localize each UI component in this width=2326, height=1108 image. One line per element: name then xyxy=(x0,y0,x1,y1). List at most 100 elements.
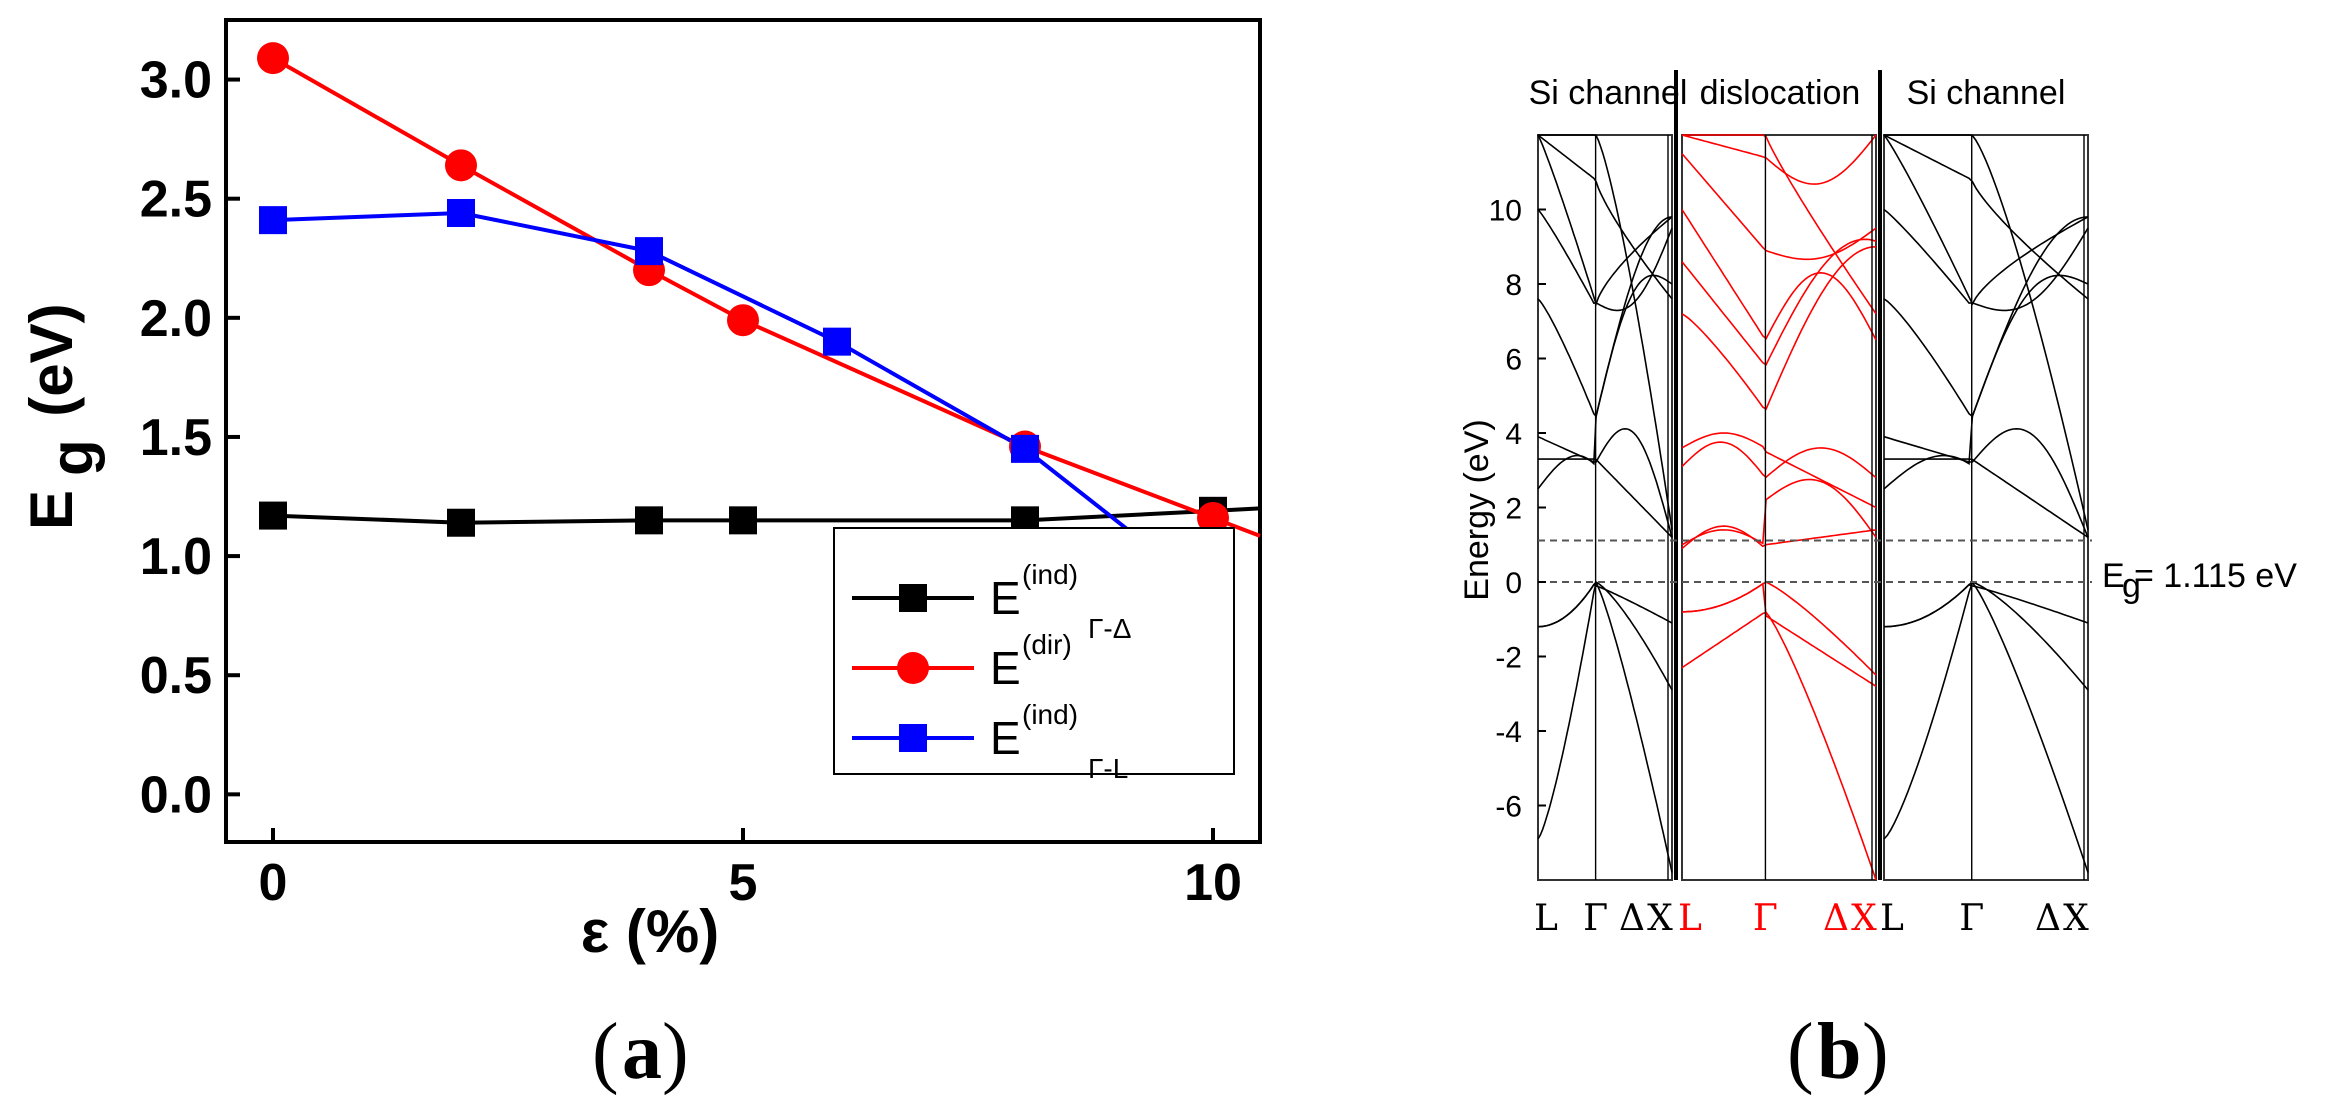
band-line xyxy=(1883,208,2089,312)
series-line xyxy=(272,56,1261,538)
caption-a: ( a ) xyxy=(592,1008,689,1096)
band-line xyxy=(1883,583,2089,628)
y-axis-title-main: E xyxy=(18,490,85,530)
band-line xyxy=(1537,208,1673,312)
k-point-label: L xyxy=(1880,898,1904,939)
band-line xyxy=(1538,458,1673,538)
y-tick-label: 2 xyxy=(1505,493,1522,526)
band-line xyxy=(1883,427,2089,538)
data-point xyxy=(1197,501,1229,534)
band-line xyxy=(1681,134,1877,185)
band-panel: Si channel L Γ Δ X xyxy=(1880,74,2089,939)
chart-a: 0.0 0.5 1.0 1.5 2.0 2.5 3.0 0 5 10 ε (%) E g (eV… xyxy=(18,18,1262,965)
legend-marker xyxy=(897,652,929,684)
k-point-label: Γ xyxy=(1959,898,1984,939)
svg-text:(: ( xyxy=(1787,1008,1814,1096)
band-line xyxy=(1681,478,1877,546)
caption-a-letter: a xyxy=(622,1008,662,1096)
band-line xyxy=(1537,134,1673,307)
k-point-label: Γ xyxy=(1753,898,1778,939)
x-tick-label: 5 xyxy=(729,854,758,912)
y-tick-label: 0 xyxy=(1505,567,1522,600)
svg-text:): ) xyxy=(1862,1008,1889,1096)
series-lines-a xyxy=(272,56,1261,599)
band-line xyxy=(1537,427,1673,538)
y-tick-label: -6 xyxy=(1495,791,1522,824)
band-line xyxy=(1681,153,1877,261)
band-line xyxy=(1883,134,2089,300)
band-line xyxy=(1538,134,1673,531)
y-tick-label: 10 xyxy=(1489,195,1522,228)
y-tick-label: -4 xyxy=(1495,716,1522,749)
y-axis-title-a: E g (eV) xyxy=(18,303,105,530)
x-tick-label: 10 xyxy=(1184,854,1242,912)
k-point-label: L xyxy=(1678,898,1702,939)
panel-frame xyxy=(1883,134,2089,881)
y-axis-title-sub: g xyxy=(38,439,105,476)
k-point-label: L xyxy=(1534,898,1558,939)
band-line xyxy=(1537,583,1673,628)
k-point-label: X xyxy=(1851,898,1877,939)
band-line xyxy=(1681,209,1877,341)
eg-annotation-main: E xyxy=(2102,557,2125,595)
caption-b: ( b ) xyxy=(1787,1008,1889,1096)
band-line xyxy=(1884,458,2089,538)
band-line xyxy=(1537,581,1673,691)
band-line xyxy=(1537,216,1673,418)
panel-title: dislocation xyxy=(1700,74,1861,112)
y-axis-title-b: Energy (eV) xyxy=(1458,419,1496,600)
y-tick-label: 2.0 xyxy=(140,290,212,348)
y-tick-label: -2 xyxy=(1495,642,1522,675)
svg-text:(: ( xyxy=(592,1008,619,1096)
data-point xyxy=(1011,434,1039,463)
band-line xyxy=(1883,580,2089,873)
legend-label-sup: (ind) xyxy=(1022,699,1078,730)
k-point-label: X xyxy=(2063,898,2089,939)
y-tick-label: 1.0 xyxy=(140,528,212,586)
legend-marker xyxy=(899,724,927,752)
data-point xyxy=(635,237,663,266)
legend-label-sub: Γ-Δ xyxy=(1088,613,1131,644)
k-point-label: X xyxy=(1647,898,1673,939)
data-point xyxy=(447,508,475,537)
band-line xyxy=(1883,581,2089,691)
eg-annotation-text: = 1.115 eV xyxy=(2134,557,2297,595)
band-line xyxy=(1681,441,1877,479)
legend-label-sub: Γ-L xyxy=(1088,753,1128,784)
band-line xyxy=(1884,134,2089,531)
legend-label: E xyxy=(990,572,1021,624)
series-line xyxy=(272,210,1215,599)
data-point xyxy=(727,304,759,337)
y-tick-label: 0.5 xyxy=(140,647,212,705)
panel-frame xyxy=(1681,134,1877,881)
legend-label: E xyxy=(990,712,1021,764)
data-point xyxy=(259,206,287,235)
band-line xyxy=(1682,581,1877,676)
series-markers-a xyxy=(257,42,1229,611)
band-line xyxy=(1681,238,1877,366)
panel-frame xyxy=(1537,134,1673,881)
x-axis-a: 0 5 10 xyxy=(259,828,1242,912)
data-point xyxy=(257,42,289,75)
y-tick-label: 1.5 xyxy=(140,409,212,467)
band-line xyxy=(1681,525,1877,550)
k-point-label: Δ xyxy=(2035,898,2061,939)
band-line xyxy=(1883,216,2089,418)
k-point-label: Δ xyxy=(1823,898,1849,939)
panel-title: Si channel xyxy=(1907,74,2066,112)
y-tick-label: 0.0 xyxy=(140,766,212,824)
band-line xyxy=(1682,134,1877,315)
svg-text:): ) xyxy=(662,1008,689,1096)
legend-marker xyxy=(899,584,927,612)
data-point xyxy=(445,149,477,182)
band-line xyxy=(1682,582,1877,687)
y-tick-label: 4 xyxy=(1505,418,1522,451)
y-axis-b: 10 8 6 4 2 0 -2 -4 -6 xyxy=(1489,195,1546,824)
data-point xyxy=(259,501,287,530)
band-line xyxy=(1883,134,2089,306)
panel-title: Si channel xyxy=(1529,74,1688,112)
data-point xyxy=(447,198,475,227)
band-line xyxy=(1537,134,1673,300)
